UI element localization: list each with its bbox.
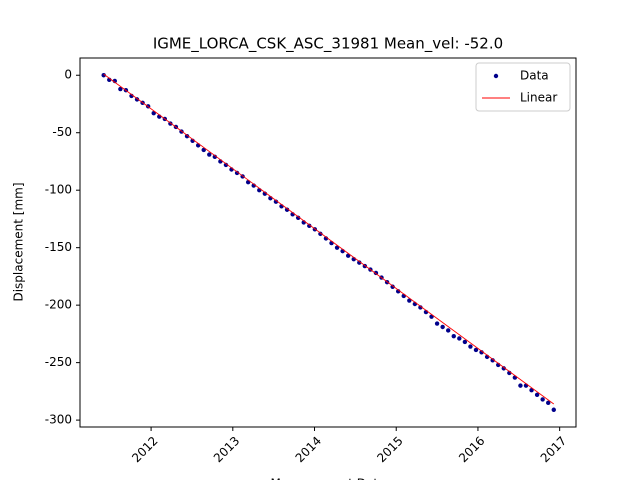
data-point [295, 215, 301, 220]
x-tick-label: 2013 [211, 434, 242, 465]
chart-title: IGME_LORCA_CSK_ASC_31981 Mean_vel: -52.0 [153, 35, 503, 54]
data-point [357, 260, 362, 265]
data-point [446, 328, 451, 333]
data-point [518, 383, 523, 388]
data-point [479, 350, 484, 355]
x-axis-label: Measurement Date [271, 477, 386, 480]
data-point [501, 366, 506, 371]
data-point [101, 73, 106, 78]
data-point [334, 245, 340, 250]
data-point [490, 358, 495, 363]
plot-frame [79, 57, 577, 428]
data-point [462, 339, 468, 345]
data-point [534, 392, 540, 398]
data-point [440, 324, 445, 330]
x-tick-label: 2017 [538, 434, 569, 465]
data-point [307, 223, 312, 229]
data-point [212, 154, 218, 160]
data-point [418, 305, 423, 310]
data-point [184, 133, 190, 139]
data-point [468, 344, 473, 349]
data-point [234, 170, 240, 176]
data-point [551, 407, 556, 412]
x-tick-label: 2012 [129, 434, 160, 465]
data-point [207, 152, 212, 157]
data-point [546, 400, 551, 406]
data-point [473, 347, 479, 353]
x-tick-label: 2014 [293, 434, 324, 465]
data-point [451, 333, 456, 339]
x-tick-label: 2015 [374, 434, 405, 465]
legend-box [475, 62, 571, 112]
data-point [434, 321, 440, 326]
y-tick-label: -250 [45, 355, 72, 369]
data-point [318, 231, 323, 237]
y-tick-label: 0 [64, 68, 72, 82]
x-tick-label: 2016 [456, 434, 487, 465]
y-tick-label: -100 [45, 183, 72, 197]
data-point [284, 207, 290, 212]
data-point [223, 162, 229, 168]
legend-label: Linear [520, 91, 557, 105]
data-point [118, 86, 123, 92]
y-tick-label: -50 [52, 125, 72, 139]
data-point [529, 388, 534, 393]
y-tick-label: -150 [45, 240, 72, 254]
y-tick-label: -200 [45, 298, 72, 312]
data-point [201, 147, 206, 153]
data-point [273, 199, 279, 204]
data-point [112, 78, 118, 84]
y-axis-label: Displacement [mm] [12, 182, 26, 301]
y-tick-label: -300 [45, 413, 72, 427]
data-point [457, 336, 462, 341]
legend-marker [493, 73, 499, 79]
data-point [390, 284, 395, 289]
legend-label: Data [520, 69, 549, 83]
fit-line [103, 73, 555, 405]
data-point [540, 397, 545, 402]
